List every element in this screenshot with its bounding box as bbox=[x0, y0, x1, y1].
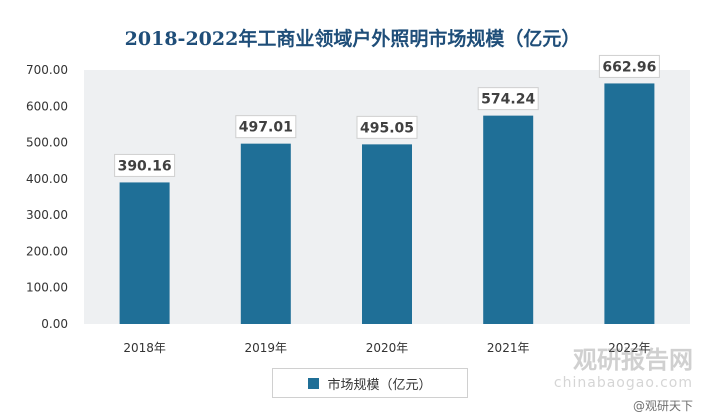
watermark-url: chinabaogao.com bbox=[553, 375, 693, 391]
x-tick-label: 2021年 bbox=[487, 341, 530, 355]
chart-title: 2018-2022年工商业领域户外照明市场规模（亿元） bbox=[124, 28, 581, 50]
watermark: 观研报告网 chinabaogao.com bbox=[554, 340, 693, 391]
data-label: 574.24 bbox=[481, 92, 535, 108]
data-label: 662.96 bbox=[602, 59, 656, 75]
data-label: 497.01 bbox=[239, 120, 293, 136]
bar bbox=[362, 144, 412, 324]
x-tick-label: 2018年 bbox=[123, 341, 166, 355]
y-tick-label: 0.00 bbox=[41, 317, 68, 331]
data-label-box bbox=[356, 115, 418, 139]
data-label-box bbox=[477, 87, 539, 111]
legend-label: 市场规模（亿元） bbox=[327, 377, 432, 393]
bar bbox=[119, 182, 170, 324]
y-tick-label: 300.00 bbox=[26, 208, 68, 222]
y-tick-label: 200.00 bbox=[26, 244, 68, 258]
y-tick-label: 100.00 bbox=[26, 281, 68, 295]
data-label: 390.16 bbox=[118, 158, 172, 174]
bar bbox=[604, 83, 655, 324]
legend-swatch bbox=[308, 377, 320, 389]
legend: 市场规模（亿元） bbox=[272, 368, 468, 398]
y-tick-label: 500.00 bbox=[26, 136, 68, 150]
watermark-logo: 观研报告网 bbox=[573, 346, 693, 374]
watermark-source: @观研天下 bbox=[632, 399, 693, 413]
data-label-box bbox=[598, 54, 660, 78]
data-label-box bbox=[235, 115, 297, 139]
bar bbox=[483, 115, 534, 325]
y-tick-label: 400.00 bbox=[26, 172, 68, 186]
x-tick-label: 2020年 bbox=[366, 341, 409, 355]
x-tick-label: 2019年 bbox=[245, 341, 288, 355]
data-label-box bbox=[114, 153, 176, 177]
x-tick-label: 2022年 bbox=[608, 341, 651, 355]
data-label: 495.05 bbox=[360, 120, 414, 136]
bar bbox=[240, 143, 291, 324]
y-tick-label: 600.00 bbox=[26, 99, 68, 113]
y-tick-label: 700.00 bbox=[26, 63, 68, 77]
